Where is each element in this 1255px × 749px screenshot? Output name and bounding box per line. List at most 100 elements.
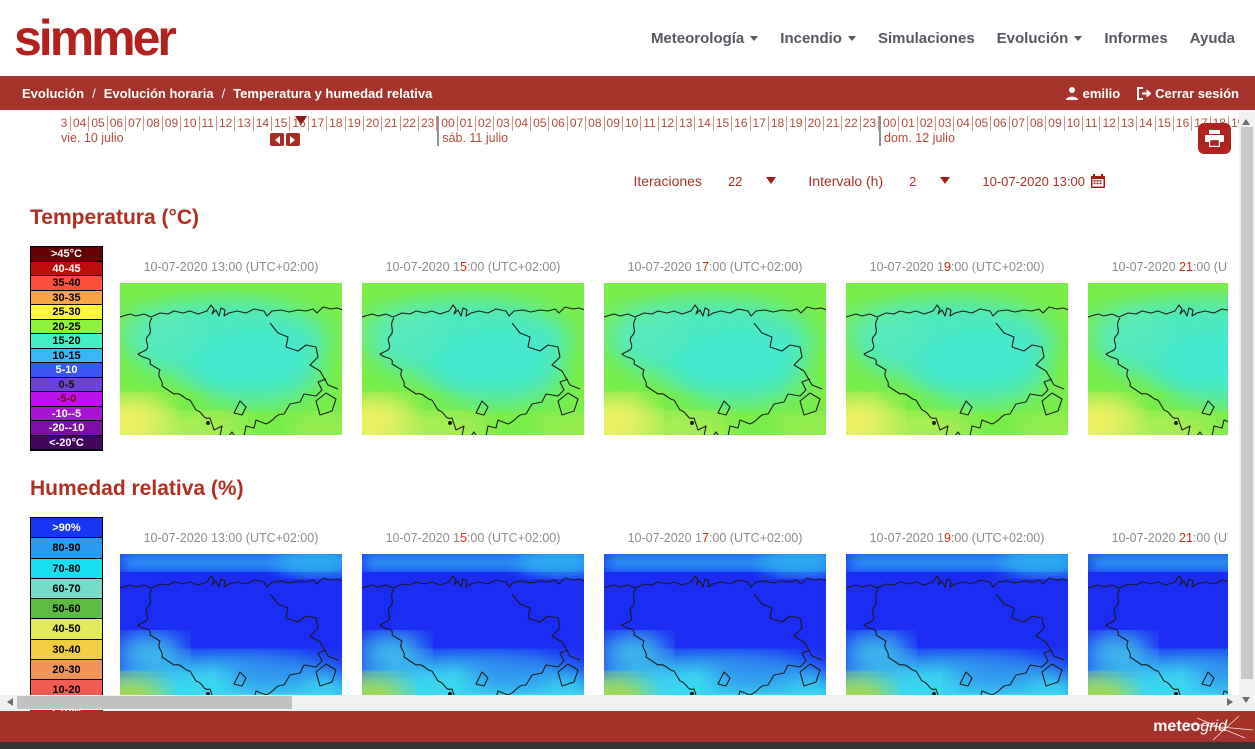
timeline-hour[interactable]: 14 (254, 116, 273, 131)
timeline-hour[interactable]: 09 (1046, 116, 1065, 131)
timeline-hour[interactable]: 10 (623, 116, 642, 131)
timeline-hour[interactable]: 16 (1174, 116, 1193, 131)
horizontal-scrollbar-thumb[interactable] (17, 696, 292, 709)
user-menu[interactable]: emilio (1065, 86, 1120, 101)
timeline-hour[interactable]: 14 (1137, 116, 1156, 131)
timeline-hour[interactable]: 15 (1156, 116, 1174, 131)
logout-button[interactable]: Cerrar sesión (1136, 86, 1239, 101)
timeline-hour[interactable]: 07 (1010, 116, 1028, 131)
iterations-value[interactable]: 22 (727, 173, 743, 189)
timeline-hour[interactable]: 17 (751, 116, 769, 131)
timeline-hour[interactable]: 08 (144, 116, 163, 131)
timeline-hour[interactable]: 07 (126, 116, 145, 131)
timeline-hour[interactable]: 03 (936, 116, 955, 131)
timeline-hour[interactable]: 13 (1119, 116, 1138, 131)
legend-entry-label: 5-10 (55, 364, 78, 376)
legend-entry-label: 10-20 (52, 684, 81, 697)
timeline-hour[interactable]: 18 (769, 116, 788, 131)
nav-item[interactable]: Incendio (780, 30, 856, 47)
timeline-hour[interactable]: 16 (732, 116, 751, 131)
timestamp-highlight: 21 (1179, 260, 1193, 274)
legend-entry-label: 40-50 (52, 623, 81, 636)
timeline-hour[interactable]: 04 (513, 116, 532, 131)
legend-entry-label: 70-80 (52, 562, 81, 575)
timeline-hour[interactable]: 10 (181, 116, 200, 131)
nav-item[interactable]: Ayuda (1190, 30, 1235, 47)
timeline-hour[interactable]: 3 (58, 116, 71, 131)
timeline-hour[interactable]: 03 (494, 116, 513, 131)
timeline-hour[interactable]: 15 (714, 116, 733, 131)
scroll-up-icon[interactable] (1242, 115, 1250, 125)
timeline-hour[interactable]: 06 (108, 116, 127, 131)
timeline-hour[interactable]: 08 (586, 116, 605, 131)
timeline-hour[interactable]: 21 (382, 116, 401, 131)
timeline-next-button[interactable] (286, 133, 300, 146)
scroll-left-icon[interactable] (3, 698, 13, 706)
scroll-down-icon[interactable] (1242, 697, 1250, 707)
timeline-hour[interactable]: 09 (605, 116, 623, 131)
timeline-hour[interactable]: 04 (954, 116, 973, 131)
nav-item[interactable]: Informes (1104, 30, 1167, 47)
timeline-hour[interactable]: 18 (327, 116, 346, 131)
breadcrumb-item[interactable]: / Evolución (22, 86, 84, 101)
timeline-hour[interactable]: 09 (163, 116, 182, 131)
horizontal-scrollbar[interactable] (0, 695, 1239, 710)
timeline-hour[interactable]: 10 (1065, 116, 1083, 131)
interval-value[interactable]: 2 (909, 173, 917, 189)
nav-item[interactable]: Simulaciones (878, 30, 975, 47)
scroll-right-icon[interactable] (1227, 698, 1237, 706)
timeline-hour[interactable]: 19 (346, 116, 364, 131)
bottom-strip (0, 742, 1255, 749)
timeline-hour[interactable]: 12 (1100, 116, 1119, 131)
timeline-hour[interactable]: 20 (806, 116, 824, 131)
timeline-hour[interactable]: 05 (89, 116, 108, 131)
timeline-hour[interactable]: 00 (881, 116, 900, 131)
timeline-hour[interactable]: 21 (824, 116, 843, 131)
timeline-hour[interactable]: 13 (677, 116, 696, 131)
timeline-hour[interactable]: 02 (918, 116, 937, 131)
timeline-hour[interactable]: 17 (309, 116, 328, 131)
timeline-hour[interactable]: 07 (568, 116, 587, 131)
breadcrumb-item[interactable]: / Temperatura y humedad relativa (214, 86, 433, 101)
timeline-hour[interactable]: 05 (973, 116, 992, 131)
iterations-dropdown-icon[interactable] (766, 177, 777, 189)
vertical-scrollbar-thumb[interactable] (1241, 127, 1253, 679)
timeline-hour[interactable]: 19 (787, 116, 806, 131)
breadcrumb: / Evolución / Evolución horaria / Temper… (22, 86, 432, 101)
timeline-hour[interactable]: 06 (549, 116, 568, 131)
timeline-hour[interactable]: 20 (364, 116, 383, 131)
timeline-hour[interactable]: 01 (899, 116, 918, 131)
timeline-hour[interactable]: 12 (217, 116, 236, 131)
timeline-hour[interactable]: 06 (991, 116, 1010, 131)
timeline-hour[interactable]: 02 (476, 116, 495, 131)
timeline-hour[interactable]: 00 (439, 116, 458, 131)
timeline-hour[interactable]: 05 (531, 116, 550, 131)
timeline-hour[interactable]: 14 (695, 116, 714, 131)
legend-entry: 30-35 (31, 290, 102, 305)
timeline-hour[interactable]: 23 (419, 116, 438, 131)
nav-item[interactable]: Meteorología (651, 30, 759, 47)
interval-dropdown-icon[interactable] (940, 177, 951, 189)
timeline-hour[interactable]: 01 (458, 116, 477, 131)
selected-hour-marker-icon[interactable] (295, 116, 307, 131)
breadcrumb-item[interactable]: / Evolución horaria (84, 86, 213, 101)
app-logo[interactable]: simmer (14, 10, 177, 66)
datetime-picker[interactable]: 10-07-2020 13:00 (982, 174, 1105, 189)
user-box: emilio Cerrar sesión (1065, 86, 1239, 101)
timeline-hour[interactable]: 11 (1083, 116, 1101, 131)
timeline-hour[interactable]: 08 (1028, 116, 1047, 131)
timeline-hour[interactable]: 04 (71, 116, 90, 131)
nav-item[interactable]: Evolución (997, 30, 1083, 47)
timeline-prev-button[interactable] (270, 133, 284, 146)
legend-entry: 5-10 (31, 363, 102, 378)
timeline-hour[interactable]: 22 (401, 116, 419, 131)
timeline-hour[interactable]: 22 (842, 116, 861, 131)
timeline-hour[interactable]: 11 (200, 116, 217, 131)
print-button[interactable] (1198, 123, 1231, 154)
vertical-scrollbar[interactable] (1239, 112, 1255, 710)
timeline-hour[interactable]: 15 (272, 116, 291, 131)
timeline-hour[interactable]: 11 (641, 116, 659, 131)
timeline-hour[interactable]: 23 (861, 116, 880, 131)
timeline-hour[interactable]: 13 (235, 116, 254, 131)
timeline-hour[interactable]: 12 (659, 116, 678, 131)
